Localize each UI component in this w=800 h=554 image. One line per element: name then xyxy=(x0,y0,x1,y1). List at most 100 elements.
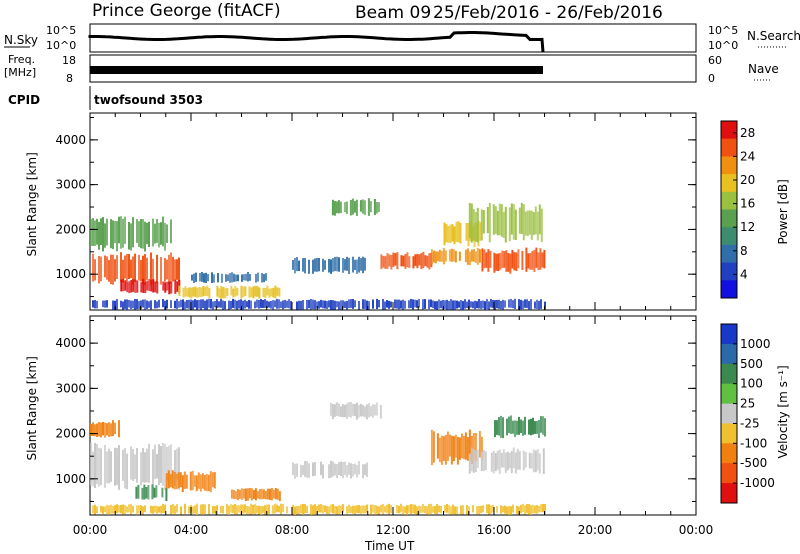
nsearch-bottom: 10^0 xyxy=(708,39,738,52)
cpid-label: CPID xyxy=(8,93,40,107)
velocity-echo-region xyxy=(329,402,382,420)
power-y-tick-label: 1000 xyxy=(55,267,86,281)
velocity-colorbar-swatch xyxy=(721,423,737,444)
power-y-tick-label: 4000 xyxy=(55,133,86,147)
velocity-echo-region xyxy=(494,415,546,439)
velocity-colorbar-tick: -25 xyxy=(740,416,760,430)
velocity-echo-region xyxy=(468,447,545,474)
power-echo-region xyxy=(331,198,380,216)
cpid-value: twofsound 3503 xyxy=(94,93,203,107)
x-tick-label: 12:00 xyxy=(376,523,411,537)
nsearch-top: 10^5 xyxy=(708,24,738,37)
nsky-trace xyxy=(88,31,545,53)
x-tick-label: 08:00 xyxy=(275,523,310,537)
velocity-echo-region xyxy=(92,503,546,515)
velocity-echo-region xyxy=(165,470,216,493)
freq-trace xyxy=(90,66,543,74)
power-colorbar-swatch xyxy=(721,156,737,175)
nave-label: Nave xyxy=(748,62,779,76)
power-colorbar-swatch xyxy=(721,227,737,246)
velocity-y-tick-label: 1000 xyxy=(55,472,86,486)
date-range: 25/Feb/2016 - 26/Feb/2016 xyxy=(433,3,663,23)
x-tick-label: 16:00 xyxy=(477,523,512,537)
velocity-y-axis-label: Slant Range [km] xyxy=(25,356,39,460)
power-echo-region xyxy=(92,252,180,286)
nsky-label: N.Sky xyxy=(4,33,38,47)
nsky-top: 10^5 xyxy=(46,24,76,37)
power-colorbar-tick: 16 xyxy=(740,197,755,211)
time-axis: 00:00 04:00 08:00 12:00 16:00 20:00 00:00 xyxy=(73,523,714,537)
station-title: Prince George (fitACF) xyxy=(92,1,281,21)
power-colorbar-swatch xyxy=(721,191,737,210)
power-echo-region xyxy=(191,272,267,283)
power-echo-region xyxy=(90,216,172,252)
power-colorbar-swatch xyxy=(721,121,737,140)
velocity-y-tick-label: 3000 xyxy=(55,381,86,395)
power-echo-region xyxy=(481,247,546,274)
power-colorbar-tick: 8 xyxy=(740,244,748,258)
power-colorbar-tick: 12 xyxy=(740,220,755,234)
velocity-panel: 1000 2000 3000 4000 Slant Range [km] 1000 500 1… xyxy=(25,315,790,516)
velocity-colorbar-tick: -1000 xyxy=(740,476,775,490)
beam-label: Beam 09 xyxy=(355,3,431,23)
power-colorbar-tick: 4 xyxy=(740,267,748,281)
velocity-colorbar-tick: 500 xyxy=(740,357,763,371)
x-tick-label: 04:00 xyxy=(174,523,209,537)
power-y-tick-label: 2000 xyxy=(55,222,86,236)
power-frame xyxy=(89,112,697,311)
velocity-echo-region xyxy=(135,484,168,501)
velocity-colorbar-tick: 100 xyxy=(740,377,763,391)
velocity-colorbar-tick: 25 xyxy=(740,397,755,411)
power-echo-region xyxy=(430,247,481,265)
power-colorbar-swatch xyxy=(721,174,737,193)
velocity-colorbar-swatch xyxy=(721,363,737,385)
nsky-panel: N.Sky 10^5 10^0 10^5 10^0 N.Search xyxy=(4,23,800,53)
power-colorbar-swatch xyxy=(721,209,737,228)
velocity-colorbar-tick: -100 xyxy=(740,436,767,450)
velocity-y-tick-label: 4000 xyxy=(55,336,86,350)
power-colorbar-swatch xyxy=(721,244,737,264)
power-panel: 1000 2000 3000 4000 Slant Range [km] 4 8 12 16 20… xyxy=(25,112,790,311)
nsearch-label: N.Search xyxy=(747,29,800,43)
x-axis-label: Time UT xyxy=(364,539,415,553)
power-colorbar-swatch xyxy=(721,280,737,299)
nave-bottom: 0 xyxy=(708,72,715,85)
x-tick-label: 00:00 xyxy=(679,523,714,537)
freq-label-2: [MHz] xyxy=(4,66,36,79)
power-colorbar-tick: 28 xyxy=(740,126,755,140)
velocity-echo-region xyxy=(230,487,281,502)
power-y-axis-label: Slant Range [km] xyxy=(25,152,39,256)
power-colorbar-tick: 20 xyxy=(740,173,755,187)
freq-label-1: Freq. xyxy=(8,53,35,66)
velocity-echo-region xyxy=(90,420,120,438)
velocity-echo-region xyxy=(90,442,180,491)
velocity-colorbar-swatch xyxy=(721,403,737,424)
velocity-echo-region xyxy=(292,460,368,479)
x-tick-label: 20:00 xyxy=(578,523,613,537)
velocity-y-tick-label: 2000 xyxy=(55,427,86,441)
power-colorbar-swatch xyxy=(721,138,737,157)
nsky-bottom: 10^0 xyxy=(46,39,76,52)
velocity-colorbar-swatch xyxy=(721,483,737,504)
freq-panel: Freq. [MHz] 18 8 60 0 Nave xyxy=(4,53,779,85)
nave-top: 60 xyxy=(708,54,722,67)
power-echo-region xyxy=(92,298,546,310)
velocity-colorbar-tick: 1000 xyxy=(740,337,771,351)
velocity-colorbar-swatch xyxy=(721,463,737,484)
velocity-colorbar-swatch xyxy=(721,383,737,405)
power-colorbar-label: Power [dB] xyxy=(776,179,790,244)
velocity-colorbar-label: Velocity [m s⁻¹] xyxy=(776,365,790,458)
freq-bottom: 8 xyxy=(66,72,73,85)
freq-top: 18 xyxy=(62,54,76,67)
power-echo-region xyxy=(380,251,433,270)
power-colorbar-swatch xyxy=(721,262,737,281)
power-echo-region xyxy=(292,256,366,274)
velocity-colorbar-swatch xyxy=(721,443,737,464)
velocity-colorbar-swatch xyxy=(721,343,737,365)
power-y-tick-label: 3000 xyxy=(55,178,86,192)
velocity-colorbar-swatch xyxy=(721,324,737,345)
power-echo-region xyxy=(468,202,543,243)
velocity-colorbar-tick: -500 xyxy=(740,456,767,470)
power-echo-region xyxy=(178,285,281,299)
